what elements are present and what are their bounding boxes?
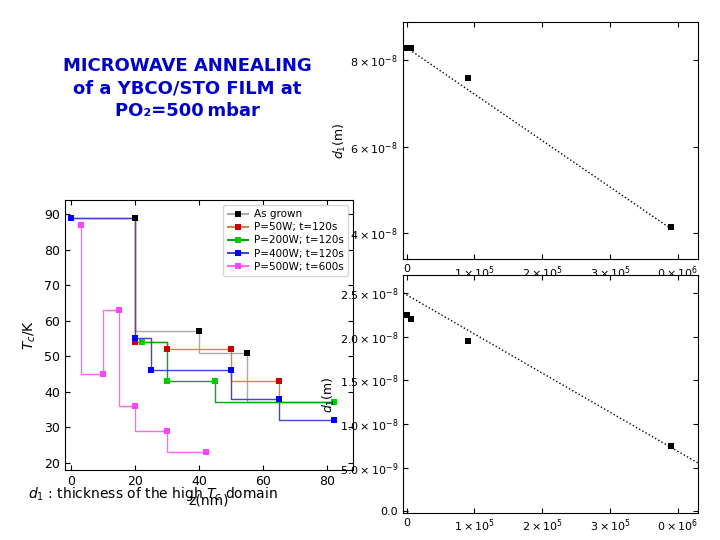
- X-axis label: Pxt(J): Pxt(J): [534, 286, 567, 299]
- Y-axis label: $T_c$/K: $T_c$/K: [22, 320, 38, 350]
- Text: $d_1$ : thickness of the high $T_c$ domain: $d_1$ : thickness of the high $T_c$ doma…: [28, 485, 278, 503]
- Text: MICROWAVE ANNEALING
of a YBCO/STO FILM at
PO₂=500 mbar: MICROWAVE ANNEALING of a YBCO/STO FILM a…: [63, 57, 312, 120]
- Y-axis label: $d_1$(m): $d_1$(m): [321, 376, 337, 413]
- Y-axis label: $d_1$(m): $d_1$(m): [332, 122, 348, 159]
- X-axis label: z(nm): z(nm): [189, 493, 229, 507]
- Legend: As grown, P=50W; t=120s, P=200W; t=120s, P=400W; t=120s, P=500W; t=600s: As grown, P=50W; t=120s, P=200W; t=120s,…: [223, 205, 348, 276]
